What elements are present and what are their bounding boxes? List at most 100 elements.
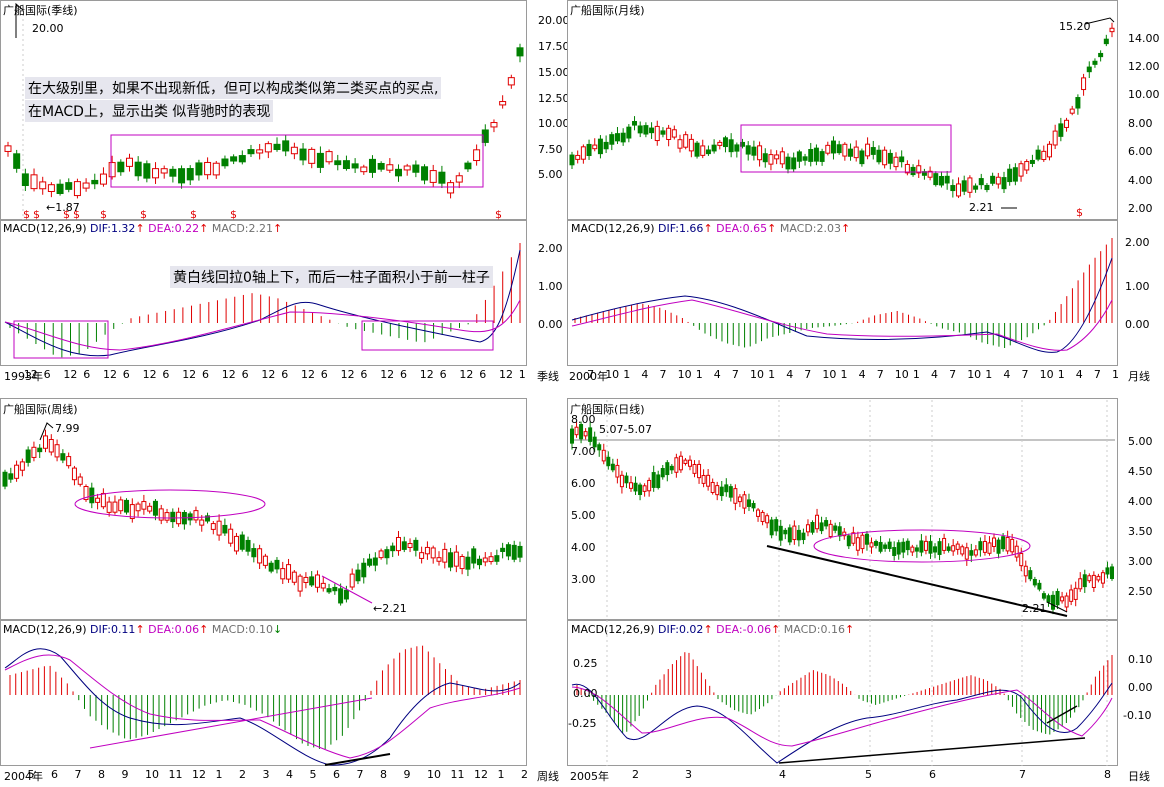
- weekly-candle: [14, 464, 20, 479]
- daily-time-tick-3: 4: [779, 768, 786, 781]
- quarterly-time-axis: 1993年 12 6 12 6 12 6 12 6 12 6 12 6 12 6 12 6 12 6 12 6 12 6 12…: [0, 367, 527, 383]
- monthly-candle: [1092, 60, 1098, 65]
- daily-candle: [624, 475, 629, 484]
- weekly-time-tick-19: 11: [450, 768, 465, 781]
- monthly-candle: [1012, 167, 1018, 182]
- monthly-price-tick-3: 8.00: [1128, 117, 1153, 130]
- svg-text:$: $: [33, 208, 40, 221]
- monthly-candle: [774, 154, 780, 160]
- daily-peak-label: 5.07-5.07: [599, 423, 652, 436]
- svg-text:$: $: [495, 208, 502, 221]
- monthly-time-tick-27: 1: [1057, 368, 1065, 381]
- daily-period-label: 日线: [1128, 770, 1150, 783]
- daily-candle: [937, 541, 942, 555]
- daily-candle: [660, 468, 665, 478]
- quarterly-price-tick-1: 17.50: [538, 40, 570, 53]
- quarterly-time-tick-24: 6: [479, 368, 487, 381]
- quarterly-candle: [438, 171, 446, 184]
- monthly-period-label: 月线: [1128, 370, 1150, 383]
- daily-candle: [1001, 536, 1006, 550]
- monthly-dea-line: [571, 299, 1113, 351]
- weekly-candle: [216, 520, 222, 536]
- quarterly-candle: [186, 168, 194, 181]
- daily-candle: [1060, 596, 1065, 602]
- daily-price-left-tick-5: 3.00: [571, 573, 596, 586]
- weekly-candle: [106, 501, 112, 513]
- quarterly-dif-line: [4, 249, 521, 357]
- daily-candle: [874, 541, 879, 546]
- daily-candle: [914, 547, 919, 552]
- monthly-time-tick-13: 7: [804, 368, 812, 381]
- daily-candle: [588, 427, 593, 442]
- daily-candle: [901, 541, 906, 553]
- weekly-candle: [147, 505, 153, 512]
- monthly-candle: [694, 142, 700, 157]
- monthly-candle: [893, 156, 899, 168]
- weekly-candle: [372, 557, 378, 566]
- daily-candle: [860, 534, 865, 550]
- daily-low-label: 2.21: [1022, 602, 1047, 615]
- weekly-candle: [205, 515, 211, 522]
- monthly-candle: [1052, 130, 1058, 146]
- monthly-price-tick-4: 6.00: [1128, 145, 1153, 158]
- daily-time-tick-4: 5: [865, 768, 872, 781]
- daily-candle: [846, 535, 851, 547]
- daily-candle: [815, 514, 820, 530]
- daily-price-right-tick-0: 5.00: [1128, 435, 1153, 448]
- quarterly-consolidation-box: [110, 134, 484, 188]
- daily-candle: [819, 522, 824, 532]
- daily-candle: [883, 544, 888, 549]
- daily-candle: [674, 457, 679, 473]
- daily-candle: [1010, 538, 1015, 553]
- weekly-time-tick-5: 9: [121, 768, 129, 781]
- monthly-time-tick-24: 4: [1003, 368, 1011, 381]
- monthly-candle: [865, 143, 871, 157]
- daily-candle: [1105, 567, 1110, 575]
- daily-candle: [982, 540, 987, 553]
- daily-candle: [923, 540, 928, 551]
- daily-candle: [933, 546, 938, 553]
- quarterly-time-tick-18: 6: [360, 368, 368, 381]
- weekly-time-tick-21: 1: [497, 768, 505, 781]
- monthly-candle: [1018, 163, 1024, 177]
- monthly-candle: [848, 148, 854, 157]
- monthly-candle: [927, 170, 933, 178]
- quarterly-candle: [490, 122, 498, 128]
- monthly-time-tick-10: 10: [750, 368, 764, 381]
- quarterly-time-tick-19: 12: [380, 368, 395, 381]
- monthly-candle: [751, 146, 757, 156]
- daily-macd-frame: [567, 620, 1118, 766]
- quarterly-candle: [473, 149, 481, 162]
- monthly-candle: [1035, 149, 1041, 160]
- daily-price-frame: [567, 398, 1118, 620]
- weekly-candle: [355, 569, 361, 582]
- monthly-candle: [1024, 161, 1030, 171]
- weekly-candle: [170, 511, 176, 523]
- daily-candle: [969, 550, 974, 556]
- quarterly-candle: [403, 165, 411, 171]
- weekly-candle: [280, 568, 286, 580]
- weekly-candle: [158, 508, 164, 521]
- monthly-time-axis: 2000年 7 10 1 4 7 10 1 4 7 10 1 4 7 10 1 4 7 10 1 4 7 10 1 4 7 10 1 4…: [567, 367, 1119, 383]
- weekly-candle: [268, 562, 274, 572]
- daily-candle: [892, 547, 897, 556]
- monthly-candle: [575, 154, 581, 160]
- weekly-time-tick-10: 2: [239, 768, 246, 781]
- monthly-candle: [1109, 27, 1115, 33]
- monthly-price-tick-0: 14.00: [1128, 32, 1160, 45]
- monthly-candle: [614, 133, 620, 142]
- daily-candle: [1073, 587, 1078, 600]
- quarterly-annotation-line2: 在MACD上，显示出类 似背驰时的表现: [25, 100, 274, 122]
- daily-candle: [638, 484, 643, 496]
- quarterly-price-tick-5: 7.50: [538, 143, 563, 156]
- monthly-candle: [728, 139, 734, 153]
- monthly-candle: [1086, 66, 1092, 73]
- monthly-candle: [1081, 77, 1087, 91]
- daily-candle: [628, 482, 633, 489]
- weekly-time-tick-12: 4: [286, 768, 293, 781]
- daily-candle: [697, 463, 702, 479]
- monthly-time-tick-17: 7: [876, 368, 884, 381]
- svg-text:$: $: [190, 208, 197, 221]
- quarterly-candle: [91, 179, 99, 185]
- weekly-candle: [286, 564, 292, 580]
